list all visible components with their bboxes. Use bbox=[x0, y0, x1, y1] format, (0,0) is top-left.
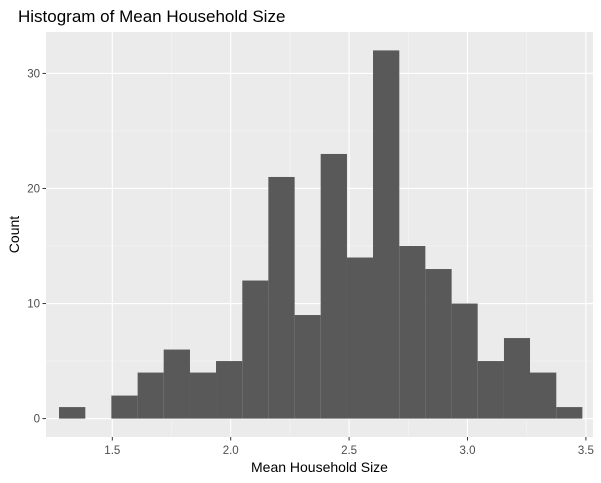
histogram-bar bbox=[216, 361, 243, 419]
x-axis-title: Mean Household Size bbox=[251, 459, 388, 475]
histogram-bar bbox=[163, 349, 190, 419]
y-tick-label: 30 bbox=[27, 68, 40, 80]
y-axis: 0 10 20 30 bbox=[27, 68, 46, 426]
y-axis-title: Count bbox=[6, 216, 22, 253]
histogram-bar bbox=[242, 280, 269, 419]
chart-title: Histogram of Mean Household Size bbox=[18, 7, 285, 26]
y-tick-label: 0 bbox=[34, 414, 40, 426]
histogram-bar bbox=[320, 153, 347, 419]
x-tick-label: 3.0 bbox=[459, 445, 475, 457]
y-tick-label: 10 bbox=[27, 299, 40, 311]
histogram-bar bbox=[425, 269, 452, 419]
x-axis: 1.5 2.0 2.5 3.0 3.5 bbox=[104, 437, 594, 457]
x-tick-label: 2.5 bbox=[341, 445, 357, 457]
histogram-bar bbox=[137, 372, 164, 419]
histogram-bar bbox=[477, 361, 504, 419]
histogram-bar bbox=[399, 246, 426, 419]
x-tick-label: 1.5 bbox=[104, 445, 120, 457]
histogram-bar bbox=[346, 257, 374, 419]
histogram-bar bbox=[189, 372, 217, 419]
histogram-bar bbox=[556, 407, 583, 419]
histogram-bar bbox=[268, 176, 295, 419]
histogram-bar bbox=[373, 50, 400, 419]
y-tick-label: 20 bbox=[27, 183, 40, 195]
x-tick-label: 2.0 bbox=[223, 445, 239, 457]
histogram-bar bbox=[59, 407, 86, 419]
x-tick-label: 3.5 bbox=[578, 445, 594, 457]
histogram-bar bbox=[294, 315, 321, 419]
histogram-bar bbox=[451, 303, 478, 419]
histogram-bar bbox=[503, 338, 531, 419]
histogram-bar bbox=[111, 395, 138, 419]
histogram-bars bbox=[59, 50, 583, 419]
histogram-bar bbox=[530, 372, 557, 419]
